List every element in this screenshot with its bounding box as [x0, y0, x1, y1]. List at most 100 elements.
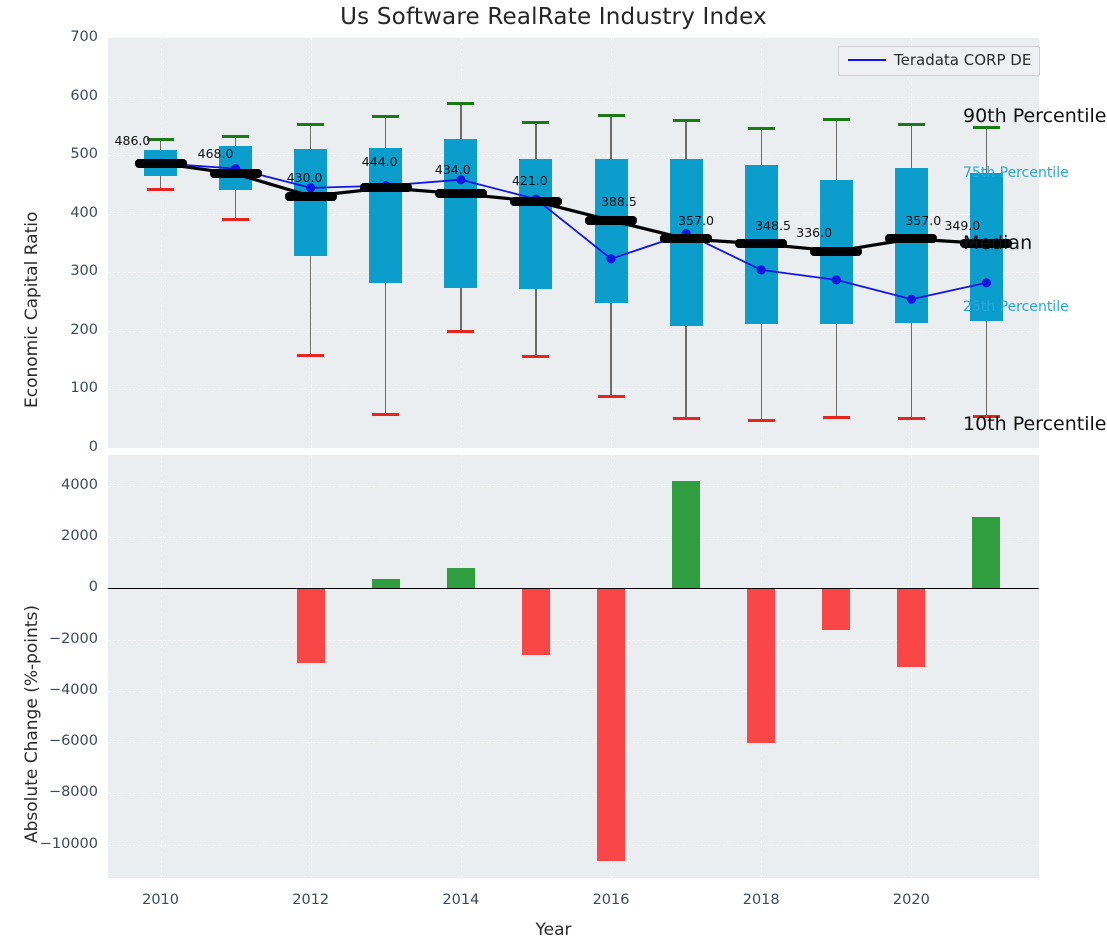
- gridline-vertical: [160, 455, 162, 878]
- cap-p10: [447, 329, 475, 333]
- ytick-label-lower: 2000: [61, 528, 98, 545]
- cap-p10: [747, 418, 775, 422]
- ytick-label-upper: 100: [70, 380, 98, 397]
- ytick-label-lower: −8000: [48, 784, 98, 801]
- gridline-horizontal: [108, 844, 1039, 846]
- annotation-p10: 10th Percentile: [963, 412, 1107, 435]
- annotation-p25: 25th Percentile: [963, 299, 1069, 316]
- median-marker: [284, 191, 337, 201]
- median-marker: [209, 169, 262, 179]
- lower-y-axis-label: Absolute Change (%-points): [22, 605, 42, 843]
- ytick-label-lower: −2000: [48, 630, 98, 647]
- median-marker: [434, 189, 487, 199]
- median-marker: [134, 158, 187, 168]
- median-value-label: 336.0: [796, 225, 833, 241]
- cap-p90: [447, 102, 475, 106]
- zero-baseline: [108, 587, 1039, 590]
- gridline-vertical: [310, 455, 312, 878]
- median-value-label: 388.5: [601, 194, 637, 210]
- legend-line-swatch: [848, 59, 886, 62]
- median-marker: [735, 239, 788, 249]
- ytick-label-upper: 600: [70, 87, 98, 104]
- change-bar: [972, 516, 1001, 589]
- median-value-label: 486.0: [114, 133, 151, 149]
- ytick-label-upper: 300: [70, 263, 98, 280]
- median-value-label: 468.0: [197, 145, 234, 161]
- gridline-horizontal: [108, 389, 1039, 391]
- ytick-label-upper: 400: [70, 204, 98, 221]
- median-value-label: 357.0: [905, 212, 942, 228]
- median-value-label: 349.0: [944, 217, 981, 233]
- gridline-horizontal: [108, 96, 1039, 98]
- median-marker: [660, 234, 713, 244]
- gridline-horizontal: [108, 793, 1039, 795]
- ytick-label-lower: −4000: [48, 681, 98, 698]
- box-iqr: [294, 148, 328, 256]
- cap-p90: [522, 120, 550, 124]
- xtick-label: 2014: [442, 892, 480, 908]
- xtick-label: 2016: [592, 892, 630, 908]
- legend-label: Teradata CORP DE: [894, 51, 1032, 69]
- ytick-label-upper: 200: [70, 321, 98, 338]
- chart-title: Us Software RealRate Industry Index: [340, 4, 767, 30]
- box-iqr: [594, 158, 628, 304]
- gridline-vertical: [460, 455, 462, 878]
- median-marker: [359, 183, 412, 193]
- median-marker: [885, 234, 938, 244]
- cap-p10: [522, 354, 550, 358]
- cap-p10: [897, 416, 925, 420]
- cap-p10: [672, 416, 700, 420]
- ytick-label-lower: 4000: [61, 476, 98, 493]
- median-value-label: 357.0: [678, 212, 714, 228]
- median-marker: [810, 246, 863, 256]
- xtick-label: 2020: [892, 892, 930, 908]
- xtick-label: 2018: [742, 892, 780, 908]
- lower-plot-area: [108, 455, 1039, 878]
- median-value-label: 421.0: [511, 173, 548, 189]
- cap-p10: [222, 218, 250, 222]
- gridline-horizontal: [108, 537, 1039, 539]
- change-bar: [747, 588, 776, 743]
- cap-p90: [222, 134, 250, 138]
- cap-p10: [822, 416, 850, 420]
- cap-p90: [597, 114, 625, 118]
- annotation-p90: 90th Percentile: [963, 105, 1107, 128]
- cap-p10: [972, 415, 1000, 419]
- gridline-horizontal: [108, 639, 1039, 641]
- median-value-label: 444.0: [361, 153, 398, 169]
- median-value-label: 430.0: [286, 170, 323, 186]
- xtick-label: 2012: [292, 892, 330, 908]
- cap-p90: [747, 126, 775, 130]
- annotation-median: Median: [963, 231, 1033, 254]
- median-marker: [509, 196, 562, 206]
- cap-p90: [372, 114, 400, 118]
- gridline-horizontal: [108, 155, 1039, 157]
- change-bar: [371, 578, 400, 589]
- median-marker: [585, 215, 638, 225]
- ytick-label-lower: −10000: [39, 835, 98, 852]
- median-value-label: 434.0: [434, 161, 471, 177]
- gridline-horizontal: [108, 485, 1039, 487]
- cap-p10: [147, 188, 175, 192]
- ytick-label-lower: 0: [88, 579, 98, 596]
- cap-p90: [672, 119, 700, 123]
- gridline-horizontal: [108, 742, 1039, 744]
- gridline-horizontal: [108, 690, 1039, 692]
- xtick-label: 2010: [142, 892, 179, 908]
- median-value-label: 348.5: [755, 217, 791, 233]
- cap-p90: [147, 138, 175, 142]
- cap-p10: [297, 353, 325, 357]
- cap-p90: [897, 122, 925, 126]
- ytick-label-upper: 500: [70, 146, 98, 163]
- cap-p90: [297, 123, 325, 127]
- change-bar: [897, 588, 926, 668]
- median-marker: [960, 239, 1013, 249]
- change-bar: [672, 481, 701, 589]
- cap-p10: [372, 413, 400, 417]
- gridline-vertical: [160, 38, 162, 448]
- change-bar: [822, 588, 851, 630]
- annotation-p75: 75th Percentile: [963, 164, 1069, 181]
- cap-p10: [597, 394, 625, 398]
- change-bar: [296, 588, 325, 664]
